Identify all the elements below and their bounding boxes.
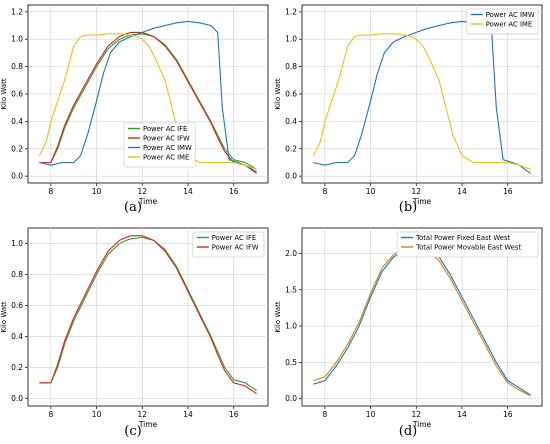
y-tick-label: 0.4 (11, 332, 23, 341)
x-tick-label: 16 (503, 187, 513, 196)
series-line-power-ac-ime (312, 33, 531, 170)
x-tick-label: 16 (229, 410, 239, 419)
y-tick-label: 1.0 (285, 322, 297, 331)
y-tick-label: 0.2 (285, 144, 297, 153)
y-axis-label: Kilo Watt (274, 78, 282, 109)
x-tick-label: 12 (138, 187, 148, 196)
sublabel-d: (d) (398, 424, 418, 439)
x-tick-label: 10 (92, 187, 102, 196)
plot-frame (27, 227, 269, 407)
x-tick-label: 12 (412, 410, 422, 419)
y-tick-label: 0.4 (285, 117, 297, 126)
legend-entry: Power AC IFE (143, 125, 187, 133)
x-axis-label: Time (138, 420, 158, 429)
sublabel-a: (a) (124, 200, 142, 215)
sublabel-c: (c) (124, 424, 142, 439)
x-tick-label: 8 (322, 187, 327, 196)
y-tick-label: 1.2 (285, 7, 297, 16)
y-tick-label: 0.0 (285, 172, 297, 181)
x-tick-label: 10 (366, 187, 376, 196)
y-tick-label: 1.0 (11, 35, 23, 44)
series-line-power-ac-imw (39, 20, 257, 174)
x-tick-label: 16 (503, 410, 513, 419)
legend-entry: Power AC IMW (143, 144, 192, 152)
chart-a: 8 10 12 14 16 0.0 0.2 0.4 0.6 0.8 1.0 1.2 Time Kilo W… (0, 4, 269, 206)
chart-b: 8 10 12 14 16 0.0 0.2 0.4 0.6 0.8 1.0 1.2 Time Kilo W… (274, 4, 543, 206)
legend-entry: Power AC IME (143, 154, 189, 162)
x-tick-label: 8 (48, 410, 53, 419)
y-axis-label: Kilo Watt (274, 301, 282, 332)
legend: Power AC IFE Power AC IFW (192, 231, 265, 258)
y-tick-label: 0.4 (11, 117, 23, 126)
x-tick-label: 12 (412, 187, 422, 196)
legend-entry: Power AC IFE (212, 234, 256, 242)
y-tick-label: 1.0 (285, 35, 297, 44)
x-tick-label: 12 (138, 410, 148, 419)
legend: Total Power Fixed East West Total Power M… (396, 231, 539, 258)
y-tick-label: 1.5 (285, 285, 297, 294)
legend-box (466, 8, 539, 35)
chart-c: 8 10 12 14 16 0.0 0.2 0.4 0.6 0.8 1.0 Time Kilo Watt… (0, 227, 269, 429)
x-tick-label: 8 (322, 410, 327, 419)
series-line-power-ac-ime (38, 33, 257, 170)
x-tick-label: 14 (457, 187, 467, 196)
y-axis-label: Kilo Watt (0, 301, 8, 332)
plot-frame (301, 227, 543, 407)
series-line-power-ac-ife (39, 33, 257, 170)
y-tick-label: 0.2 (11, 144, 23, 153)
sublabel-b: (b) (398, 200, 418, 215)
legend-entry: Power AC IFW (212, 244, 259, 252)
x-tick-label: 10 (92, 410, 102, 419)
y-tick-label: 0.2 (11, 363, 23, 372)
legend-entry: Total Power Movable East West (415, 244, 521, 252)
legend-entry: Power AC IME (486, 21, 532, 29)
legend-entry: Power AC IFW (143, 135, 190, 143)
x-axis-label: Time (412, 197, 432, 206)
y-tick-label: 0.5 (285, 358, 297, 367)
y-tick-label: 1.0 (11, 239, 23, 248)
y-tick-label: 0.8 (11, 270, 23, 279)
series-line-power-ac-ifw (39, 235, 257, 395)
legend-box (192, 231, 265, 258)
y-tick-label: 0.0 (11, 394, 23, 403)
y-tick-label: 0.0 (285, 394, 297, 403)
x-axis-label: Time (412, 420, 432, 429)
y-axis-label: Kilo Watt (0, 78, 8, 109)
x-tick-label: 14 (183, 187, 193, 196)
y-tick-label: 1.2 (11, 7, 23, 16)
legend-entry: Total Power Fixed East West (415, 234, 510, 242)
chart-d: 8 10 12 14 16 0.0 0.5 1.0 1.5 2.0 Time Kilo Watt Tot… (274, 227, 543, 429)
y-tick-label: 0.6 (285, 90, 297, 99)
x-tick-label: 14 (183, 410, 193, 419)
legend: Power AC IMW Power AC IME (466, 8, 539, 35)
x-tick-label: 16 (229, 187, 239, 196)
x-axis-label: Time (138, 197, 158, 206)
x-tick-label: 14 (457, 410, 467, 419)
y-tick-label: 0.6 (11, 90, 23, 99)
x-tick-label: 10 (366, 410, 376, 419)
y-tick-label: 0.8 (285, 62, 297, 71)
legend-box (396, 231, 539, 258)
legend-box (123, 122, 196, 168)
y-tick-label: 0.6 (11, 301, 23, 310)
series-line-power-ac-ife (39, 236, 257, 391)
y-tick-label: 2.0 (285, 249, 297, 258)
series-line-power-ac-imw (313, 20, 531, 174)
y-tick-label: 0.0 (11, 172, 23, 181)
x-tick-label: 8 (48, 187, 53, 196)
y-tick-label: 0.8 (11, 62, 23, 71)
legend-entry: Power AC IMW (486, 11, 535, 19)
